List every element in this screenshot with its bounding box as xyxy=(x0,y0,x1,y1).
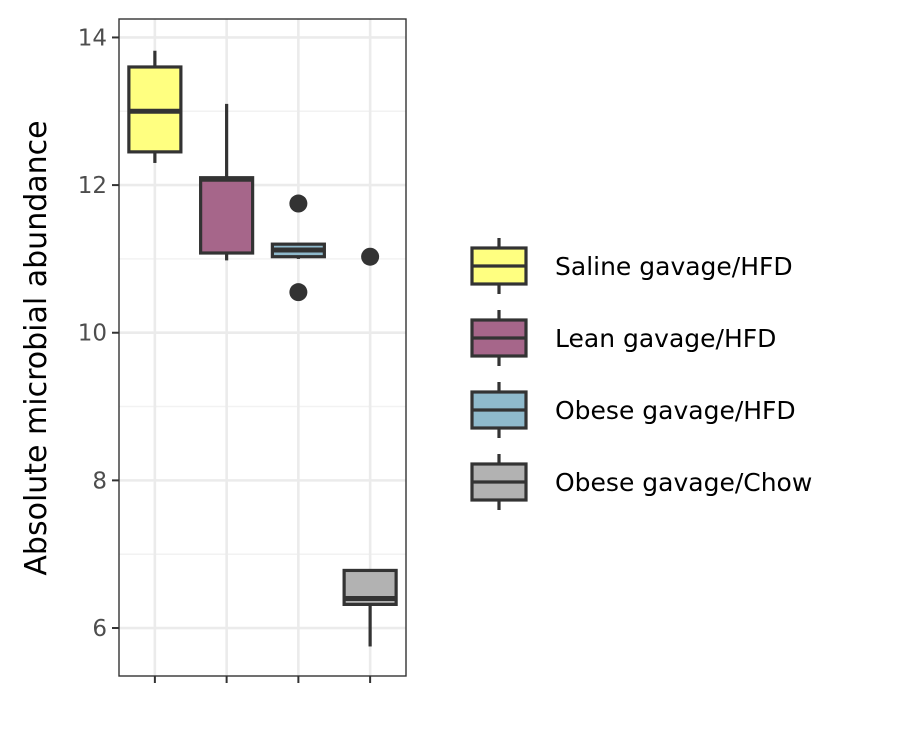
legend-label: Lean gavage/HFD xyxy=(555,324,776,353)
legend-label: Obese gavage/HFD xyxy=(555,396,796,425)
legend-label: Saline gavage/HFD xyxy=(555,252,793,281)
y-tick-label: 6 xyxy=(92,616,107,642)
box-group xyxy=(270,194,326,302)
outlier-point xyxy=(361,247,380,266)
y-tick-label: 12 xyxy=(78,173,107,199)
box-group xyxy=(342,247,398,647)
y-tick-label: 14 xyxy=(78,25,107,51)
legend: Saline gavage/HFD Lean gavage/HFD Obese ga… xyxy=(470,238,812,510)
legend-label: Obese gavage/Chow xyxy=(555,468,812,497)
plot-panel-border xyxy=(118,18,407,677)
outlier-point xyxy=(289,194,308,213)
x-axis xyxy=(153,676,372,683)
y-tick-label: 10 xyxy=(78,321,107,347)
y-axis: 6 8 10 12 14 xyxy=(78,25,119,642)
box-series xyxy=(127,50,398,647)
legend-item: Lean gavage/HFD xyxy=(470,310,776,366)
legend-item: Saline gavage/HFD xyxy=(470,238,793,294)
y-tick-label: 8 xyxy=(92,468,107,494)
box xyxy=(199,176,255,255)
outlier-point xyxy=(289,283,308,302)
box-group xyxy=(127,50,183,163)
box-group xyxy=(199,103,255,261)
legend-item: Obese gavage/Chow xyxy=(470,454,812,510)
legend-item: Obese gavage/HFD xyxy=(470,382,796,438)
y-axis-title: Absolute microbial abundance xyxy=(19,120,54,575)
